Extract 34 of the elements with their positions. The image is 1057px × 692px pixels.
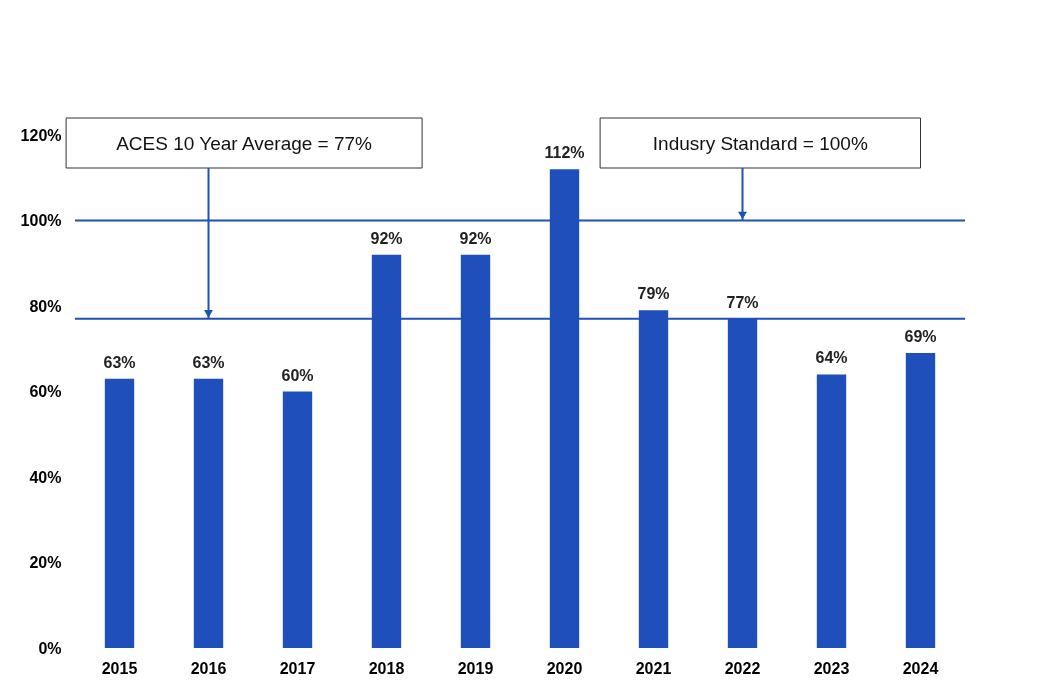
data-label: 79% — [637, 285, 670, 303]
data-label: 112% — [544, 144, 585, 162]
x-tick-label: 2021 — [635, 659, 672, 677]
data-label: 60% — [281, 366, 314, 384]
x-tick-label: 2018 — [368, 659, 405, 677]
y-tick-label: 60% — [29, 383, 62, 400]
data-label: 77% — [726, 293, 759, 311]
x-tick-label: 2023 — [813, 659, 850, 677]
y-tick-label: 120% — [20, 126, 62, 144]
x-tick-label: 2024 — [902, 659, 939, 677]
bar — [816, 374, 847, 648]
annotation: ACES 10 Year Average = 77% — [116, 133, 373, 154]
y-tick-label: 80% — [29, 297, 62, 315]
annotation: Indusry Standard = 100% — [652, 133, 868, 154]
data-label: 69% — [904, 328, 937, 346]
x-tick-label: 2015 — [101, 659, 138, 677]
x-tick-label: 2016 — [190, 659, 227, 677]
x-tick-label: 2020 — [546, 659, 583, 677]
x-tick-label: 2019 — [457, 659, 494, 677]
x-tick-label: 2017 — [279, 659, 316, 677]
bar — [282, 391, 313, 648]
y-tick-label: 20% — [29, 554, 62, 571]
data-label: 64% — [815, 349, 848, 367]
data-label: 63% — [192, 353, 225, 371]
data-label: 92% — [370, 229, 403, 247]
data-label: 92% — [459, 229, 492, 247]
bar — [193, 378, 224, 648]
y-tick-label: 0% — [38, 639, 62, 657]
bar — [104, 378, 135, 648]
x-tick-label: 2022 — [724, 659, 761, 677]
bar — [905, 353, 936, 648]
y-tick-label: 40% — [29, 468, 62, 486]
data-label: 63% — [103, 353, 136, 371]
y-tick-label: 100% — [20, 212, 62, 229]
